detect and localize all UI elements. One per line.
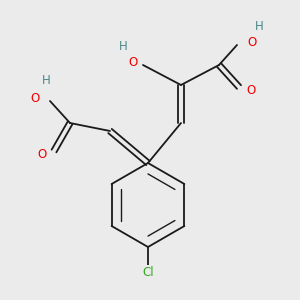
Text: H: H: [42, 74, 50, 88]
Text: O: O: [38, 148, 46, 161]
Text: O: O: [246, 85, 256, 98]
Text: O: O: [247, 37, 256, 50]
Text: O: O: [31, 92, 40, 106]
Text: H: H: [255, 20, 263, 34]
Text: Cl: Cl: [142, 266, 154, 280]
Text: H: H: [118, 40, 127, 53]
Text: O: O: [128, 56, 138, 70]
